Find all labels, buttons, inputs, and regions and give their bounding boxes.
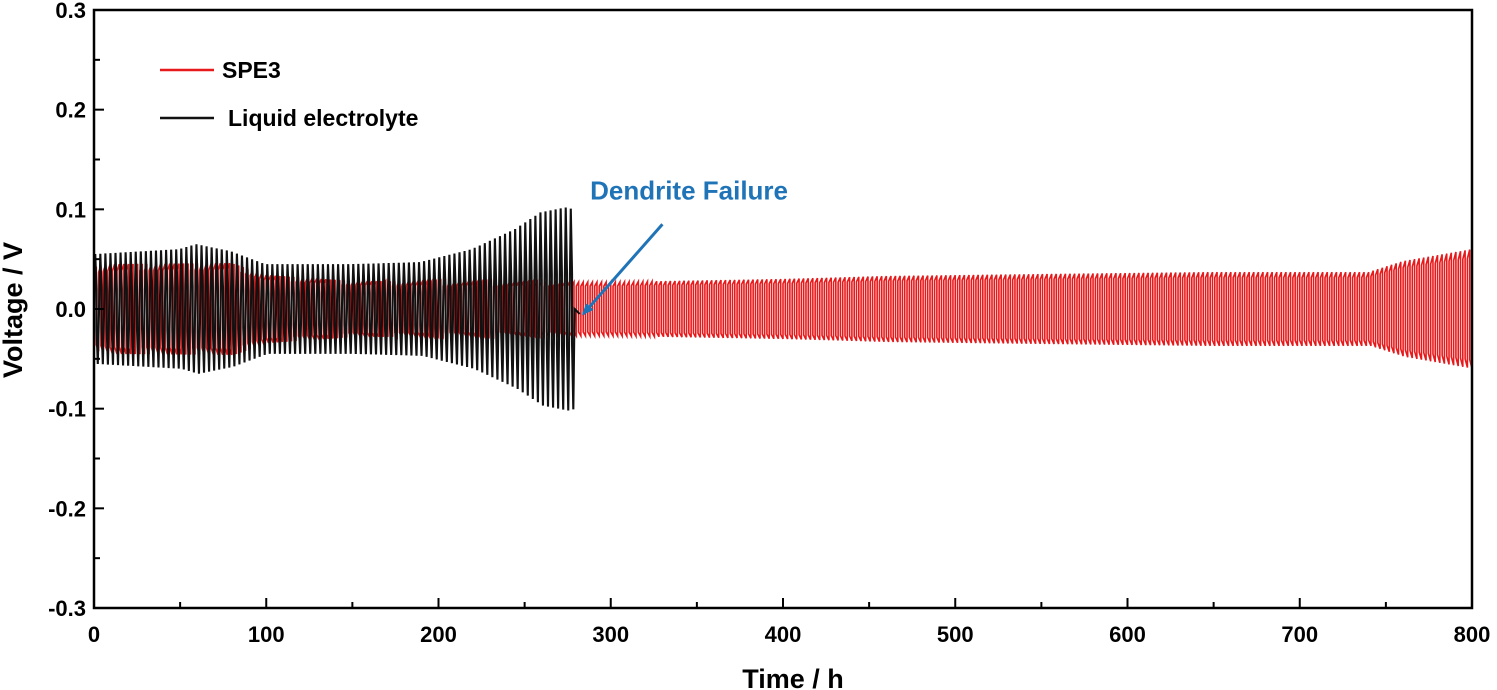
x-tick-label: 700 <box>1281 622 1318 647</box>
series-line-liquid-electrolyte <box>92 207 581 411</box>
annotation-arrow <box>581 223 664 316</box>
y-tick-label: 0.3 <box>55 0 86 23</box>
y-tick-label: -0.1 <box>48 397 86 422</box>
x-tick-label: 600 <box>1109 622 1146 647</box>
y-tick-label: 0.1 <box>55 197 86 222</box>
x-tick-label: 800 <box>1454 622 1491 647</box>
x-tick-label: 400 <box>765 622 802 647</box>
annotation-text: Dendrite Failure <box>590 175 788 205</box>
x-tick-label: 100 <box>248 622 285 647</box>
x-tick-label: 500 <box>937 622 974 647</box>
y-tick-label: -0.2 <box>48 496 86 521</box>
legend-label-0: SPE3 <box>222 57 281 83</box>
x-tick-label: 300 <box>592 622 629 647</box>
x-tick-label: 200 <box>420 622 457 647</box>
legend-label-1: Liquid electrolyte <box>228 105 418 131</box>
y-tick-label: -0.3 <box>48 596 86 621</box>
x-axis-title: Time / h <box>742 664 844 690</box>
y-tick-label: 0.2 <box>55 98 86 123</box>
y-tick-label: 0.0 <box>55 297 86 322</box>
y-axis-title: Voltage / V <box>0 242 28 378</box>
x-tick-label: 0 <box>88 622 100 647</box>
